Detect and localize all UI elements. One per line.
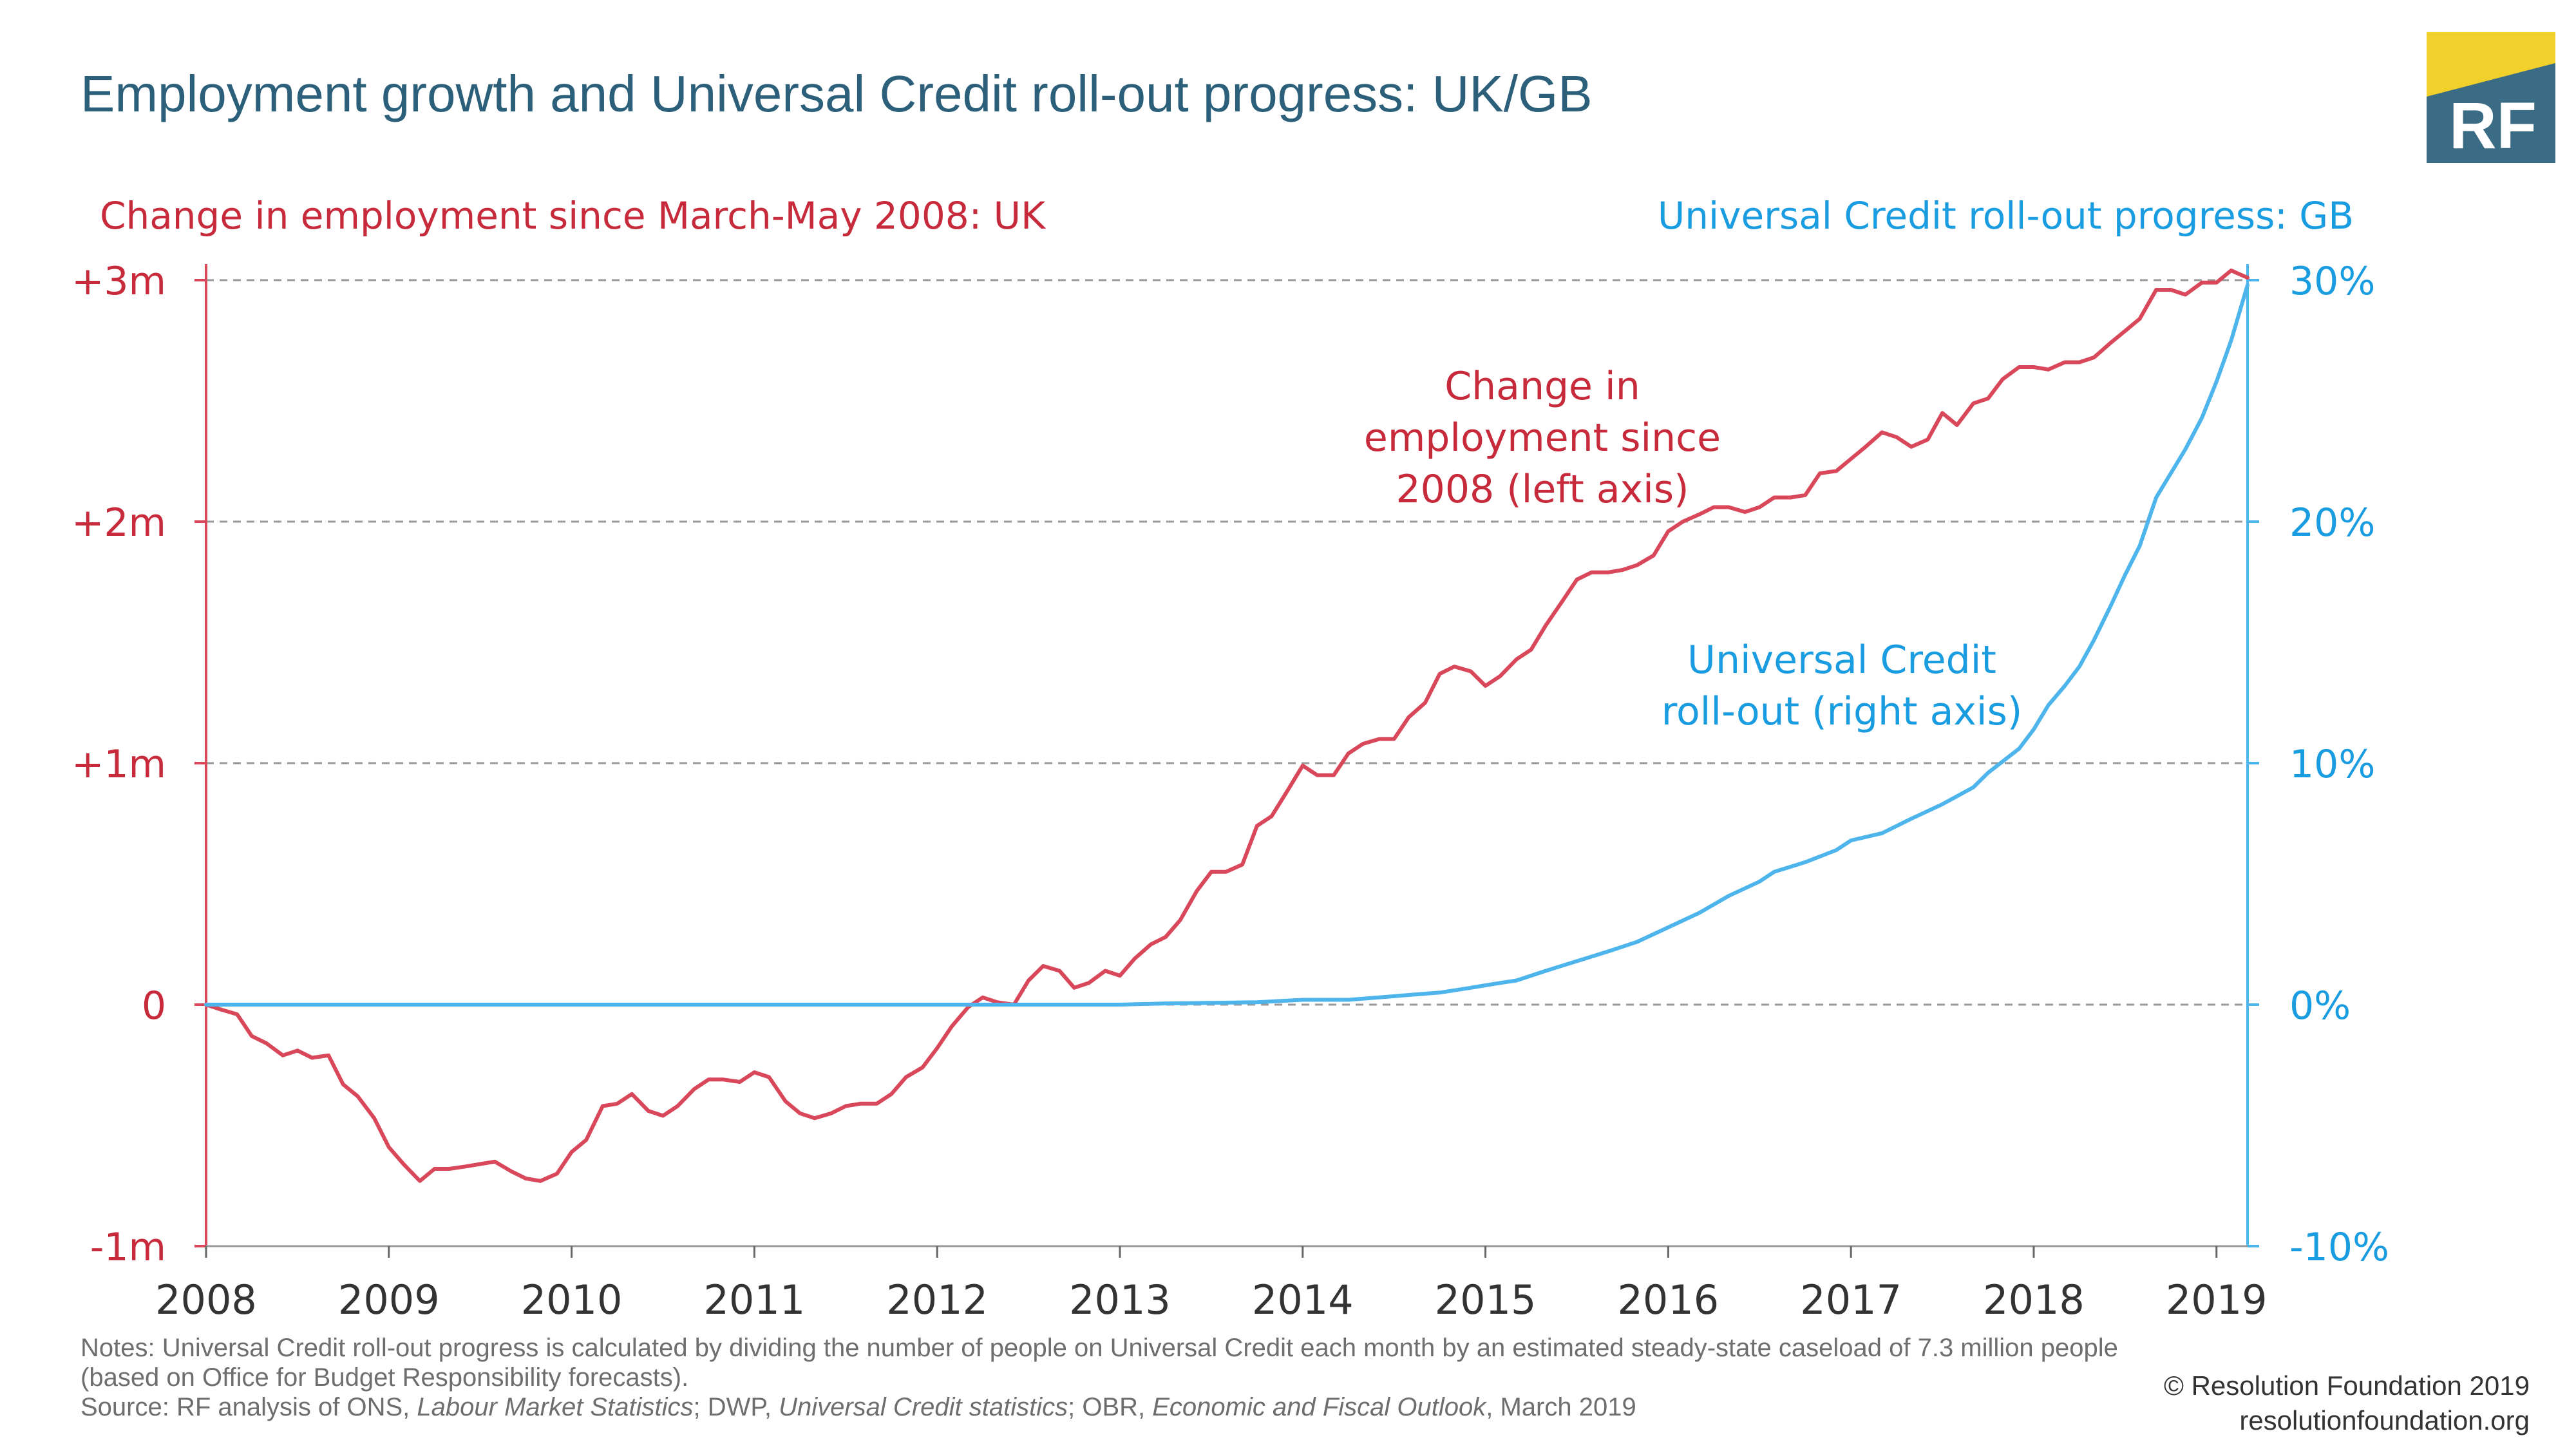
x-tick-label: 2015 [1435, 1276, 1537, 1323]
source-suffix: , March 2019 [1486, 1393, 1636, 1421]
series-lines [204, 269, 2249, 1183]
right-tick-label: -10% [2289, 1225, 2389, 1270]
copyright: © Resolution Foundation 2019 [2163, 1370, 2530, 1401]
left-axis-label: Change in employment since March-May 200… [100, 194, 1046, 238]
website: resolutionfoundation.org [2239, 1405, 2530, 1435]
source-lms: Labour Market Statistics [417, 1393, 694, 1421]
left-tick-label: +1m [71, 742, 166, 787]
notes: Notes: Universal Credit roll-out progres… [80, 1333, 2128, 1422]
employment-line [204, 269, 2249, 1183]
x-tick-label: 2013 [1069, 1276, 1171, 1323]
page-title: Employment growth and Universal Credit r… [80, 65, 1593, 122]
annotations: Change in employment since 2008 (left axis… [1364, 364, 2022, 734]
source-prefix: Source: RF analysis of ONS, [80, 1393, 417, 1421]
left-tick-label: +2m [71, 500, 166, 545]
x-tick-label: 2012 [886, 1276, 988, 1323]
source-ucs: Universal Credit statistics [779, 1393, 1068, 1421]
employment-annotation: 2008 (left axis) [1396, 467, 1689, 512]
source-text: Source: RF analysis of ONS, Labour Marke… [80, 1392, 2128, 1422]
uc-rollout-line [204, 283, 2249, 1007]
x-tick-label: 2019 [2166, 1276, 2268, 1323]
x-tick-label: 2017 [1800, 1276, 1902, 1323]
left-tick-label: -1m [90, 1225, 166, 1270]
right-tick-label: 30% [2289, 259, 2375, 304]
x-tick-label: 2011 [703, 1276, 805, 1323]
uc-annotation: Universal Credit [1687, 638, 1996, 683]
logo-accent [2427, 32, 2555, 97]
x-tick-label: 2016 [1617, 1276, 1719, 1323]
right-tick-label: 10% [2289, 742, 2375, 787]
employment-annotation: employment since [1364, 415, 1721, 460]
notes-text: Notes: Universal Credit roll-out progres… [80, 1334, 2118, 1392]
right-tick-label: 20% [2289, 500, 2375, 545]
credit: © Resolution Foundation 2019 resolutionf… [2164, 1368, 2530, 1438]
left-tick-label: 0 [142, 983, 166, 1028]
left-tick-label: +3m [71, 259, 166, 304]
right-tick-label: 0% [2289, 983, 2351, 1028]
x-tick-label: 2010 [521, 1276, 623, 1323]
source-mid1: ; DWP, [693, 1393, 779, 1421]
logo-text: RF [2449, 89, 2537, 162]
gridlines [206, 279, 2248, 1247]
axes: Change in employment since March-May 200… [100, 194, 2354, 1258]
x-tick-label: 2008 [155, 1276, 257, 1323]
x-tick-label: 2014 [1252, 1276, 1354, 1323]
source-efo: Economic and Fiscal Outlook [1152, 1393, 1486, 1421]
employment-annotation: Change in [1444, 364, 1640, 409]
x-tick-label: 2009 [338, 1276, 440, 1323]
uc-annotation: roll-out (right axis) [1662, 689, 2023, 734]
x-tick-label: 2018 [1983, 1276, 2085, 1323]
source-mid2: ; OBR, [1068, 1393, 1153, 1421]
tick-labels: +3m +2m +1m 0 -1m 30% 20% 10% 0% -10% 2008 2009 2010… [71, 259, 2389, 1323]
rf-logo: RF [2427, 32, 2555, 163]
right-axis-label: Universal Credit roll-out progress: GB [1658, 194, 2354, 238]
